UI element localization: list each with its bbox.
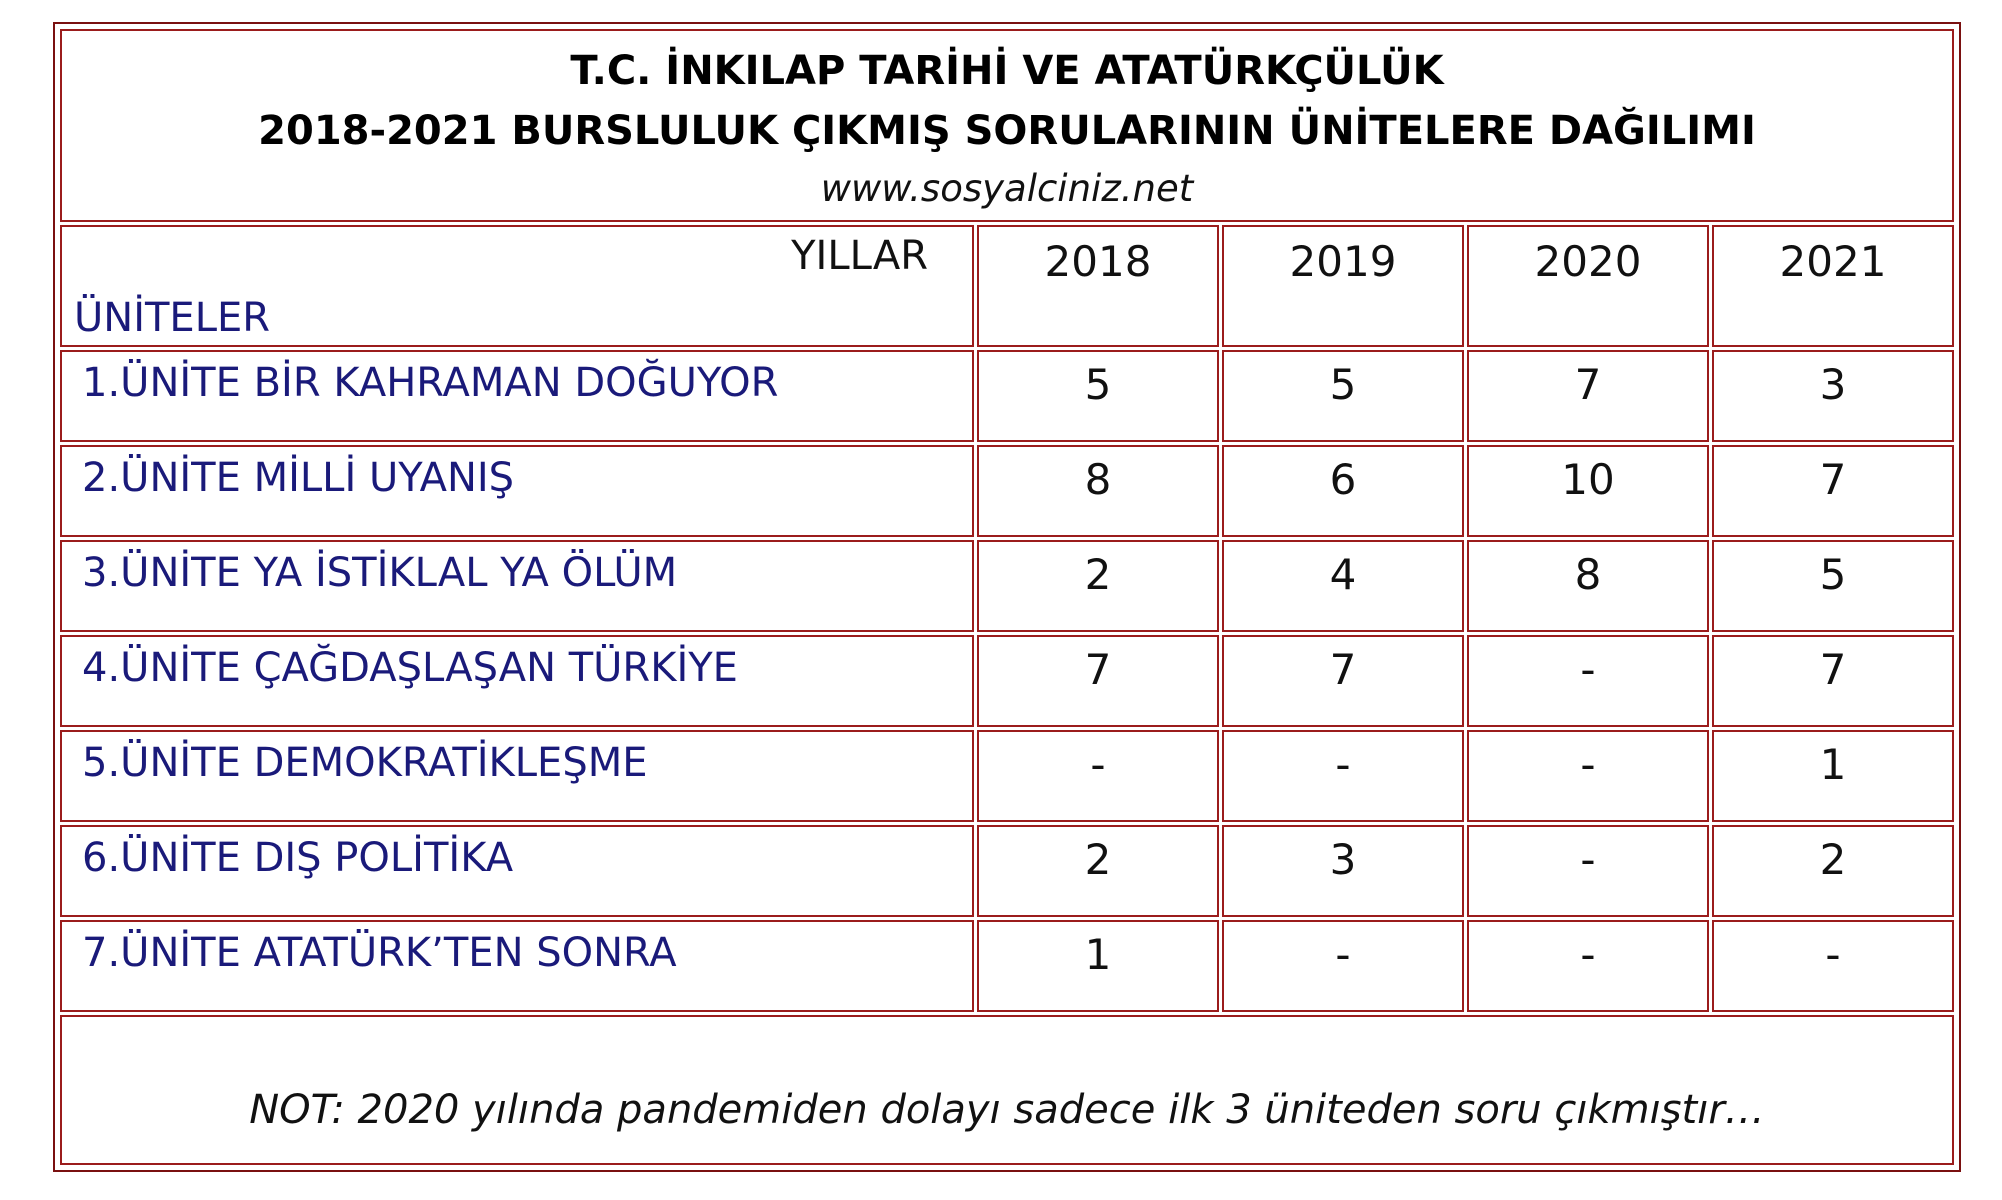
distribution-table-frame: T.C. İNKILAP TARİHİ VE ATATÜRKÇÜLÜK 2018… [53, 22, 1961, 1172]
question-count-cell: 5 [1712, 540, 1954, 632]
table-row: 2.ÜNİTE MİLLİ UYANIŞ 8 6 10 7 [60, 445, 1954, 537]
title-line-2: 2018-2021 BURSLULUK ÇIKMIŞ SORULARININ Ü… [258, 108, 1756, 154]
question-count-cell: 2 [977, 540, 1219, 632]
question-count-cell: 4 [1222, 540, 1464, 632]
note-cell: NOT: 2020 yılında pandemiden dolayı sade… [60, 1015, 1954, 1165]
question-count-cell: 1 [977, 920, 1219, 1012]
unit-name-cell: 6.ÜNİTE DIŞ POLİTİKA [60, 825, 974, 917]
question-count-cell: 7 [977, 635, 1219, 727]
question-count-cell: 10 [1467, 445, 1709, 537]
question-count-cell: 2 [1712, 825, 1954, 917]
question-count-cell: 7 [1222, 635, 1464, 727]
unit-name-cell: 4.ÜNİTE ÇAĞDAŞLAŞAN TÜRKİYE [60, 635, 974, 727]
year-header: 2020 [1467, 225, 1709, 347]
unit-name-cell: 2.ÜNİTE MİLLİ UYANIŞ [60, 445, 974, 537]
question-count-cell: 3 [1222, 825, 1464, 917]
question-count-cell: 5 [1222, 350, 1464, 442]
year-header: 2018 [977, 225, 1219, 347]
years-label: YILLAR [791, 233, 928, 279]
title-cell: T.C. İNKILAP TARİHİ VE ATATÜRKÇÜLÜK 2018… [60, 29, 1954, 222]
website-label: www.sosyalciniz.net [820, 167, 1194, 210]
unit-name-cell: 1.ÜNİTE BİR KAHRAMAN DOĞUYOR [60, 350, 974, 442]
table-row: 7.ÜNİTE ATATÜRK’TEN SONRA 1- - - [60, 920, 1954, 1012]
unit-name-cell: 5.ÜNİTE DEMOKRATİKLEŞME [60, 730, 974, 822]
question-count-cell: - [977, 730, 1219, 822]
question-count-cell: - [1467, 920, 1709, 1012]
question-count-cell: - [1222, 730, 1464, 822]
title-line-1: T.C. İNKILAP TARİHİ VE ATATÜRKÇÜLÜK [570, 48, 1444, 94]
question-count-cell: 8 [977, 445, 1219, 537]
question-count-cell: - [1467, 635, 1709, 727]
question-count-cell: 5 [977, 350, 1219, 442]
distribution-table: T.C. İNKILAP TARİHİ VE ATATÜRKÇÜLÜK 2018… [57, 26, 1957, 1168]
question-count-cell: - [1712, 920, 1954, 1012]
question-count-cell: 6 [1222, 445, 1464, 537]
question-count-cell: 1 [1712, 730, 1954, 822]
question-count-cell: - [1222, 920, 1464, 1012]
year-header: 2019 [1222, 225, 1464, 347]
question-count-cell: 7 [1712, 635, 1954, 727]
table-row: 3.ÜNİTE YA İSTİKLAL YA ÖLÜM 2 4 8 5 [60, 540, 1954, 632]
table-row: 6.ÜNİTE DIŞ POLİTİKA 2 3-2 [60, 825, 1954, 917]
table-row: 4.ÜNİTE ÇAĞDAŞLAŞAN TÜRKİYE 7 7-7 [60, 635, 1954, 727]
unit-name-cell: 3.ÜNİTE YA İSTİKLAL YA ÖLÜM [60, 540, 974, 632]
question-count-cell: 8 [1467, 540, 1709, 632]
question-count-cell: 7 [1712, 445, 1954, 537]
table-row: 1.ÜNİTE BİR KAHRAMAN DOĞUYOR 5 5 7 3 [60, 350, 1954, 442]
question-count-cell: 3 [1712, 350, 1954, 442]
unit-name-cell: 7.ÜNİTE ATATÜRK’TEN SONRA [60, 920, 974, 1012]
question-count-cell: 7 [1467, 350, 1709, 442]
table-row: 5.ÜNİTE DEMOKRATİKLEŞME - - -1 [60, 730, 1954, 822]
header-corner-cell: YILLAR ÜNİTELER [60, 225, 974, 347]
units-label: ÜNİTELER [74, 295, 271, 341]
question-count-cell: - [1467, 730, 1709, 822]
year-header: 2021 [1712, 225, 1954, 347]
question-count-cell: 2 [977, 825, 1219, 917]
question-count-cell: - [1467, 825, 1709, 917]
